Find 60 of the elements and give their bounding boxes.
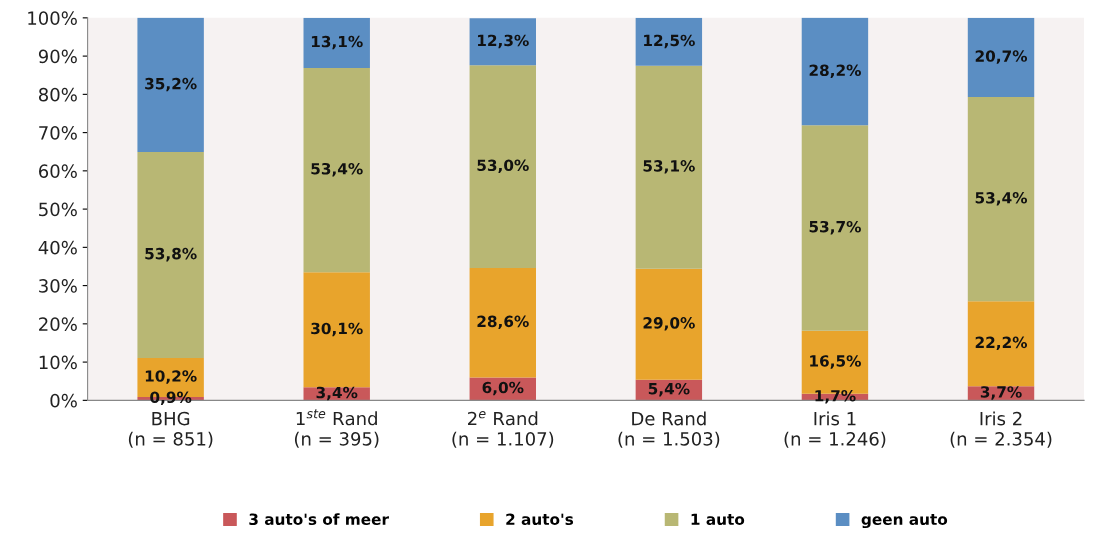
bar: [469, 65, 536, 268]
legend-label: 3 auto's of meer: [249, 513, 389, 526]
data-label: 3,7%: [980, 386, 1022, 400]
bar: [967, 17, 1035, 98]
y-tick-label: 90%: [38, 49, 77, 64]
bar: [801, 17, 869, 126]
data-label: 3,4%: [316, 386, 358, 401]
bar: [469, 268, 536, 378]
y-tick-label: 20%: [39, 317, 77, 331]
data-label: 12,5%: [644, 34, 695, 49]
data-label: 6,0%: [482, 381, 524, 396]
bar: [137, 152, 204, 358]
data-label: 5,4%: [648, 382, 690, 397]
data-label: 20,7%: [975, 50, 1028, 64]
data-label: 28,2%: [809, 64, 861, 78]
data-label: 29,0%: [643, 317, 695, 331]
bar: [635, 65, 703, 269]
legend-label: 2 auto's: [506, 513, 574, 526]
data-label: 53,4%: [975, 192, 1028, 206]
data-label: 12,3%: [478, 34, 529, 49]
bar: [801, 125, 869, 331]
bar: [967, 97, 1035, 302]
data-label: 53,7%: [809, 220, 861, 235]
data-label: 28,6%: [477, 315, 529, 330]
x-tick-label: BHG (n = 851): [128, 411, 213, 448]
data-label: 10,2%: [145, 370, 197, 384]
data-label: 53,1%: [643, 160, 695, 174]
data-label: 13,1%: [311, 35, 363, 50]
y-tick-label: 80%: [38, 87, 77, 102]
data-label: 53,8%: [145, 247, 197, 262]
y-tick-label: 0%: [50, 393, 77, 408]
data-label: 22,2%: [975, 336, 1028, 351]
data-label: 35,2%: [145, 77, 197, 92]
bar: [967, 301, 1035, 387]
data-label: 16,5%: [810, 355, 861, 369]
bar: [137, 17, 204, 153]
y-tick-label: 10%: [39, 355, 77, 370]
bar: [635, 17, 703, 66]
x-tick-label: De Rand (n = 1.503): [618, 411, 720, 448]
y-tick-label: 30%: [39, 279, 77, 293]
data-label: 1,7%: [815, 389, 856, 404]
x-tick-label: Iris 2 (n = 2.354): [950, 411, 1052, 448]
bar: [303, 17, 370, 68]
y-tick-label: 50%: [39, 202, 77, 217]
y-tick-label: 40%: [38, 240, 77, 255]
legend-label: 1 auto: [691, 513, 745, 526]
legend-label: geen auto: [861, 514, 948, 529]
y-tick-label: 70%: [39, 126, 77, 140]
bar: [635, 268, 703, 380]
data-label: 30,1%: [311, 322, 363, 337]
bar: [303, 67, 370, 273]
x-tick-label: 1$^{ste}$ Rand (n = 395): [294, 409, 379, 448]
y-tick-label: 60%: [39, 164, 77, 178]
x-tick-label: Iris 1 (n = 1.246): [784, 411, 886, 448]
y-tick-label: 100%: [28, 11, 77, 25]
data-label: 53,0%: [477, 159, 529, 174]
bar: [469, 18, 536, 66]
x-tick-label: 2$^{e}$ Rand (n = 1.107): [452, 411, 554, 448]
data-label: 53,4%: [311, 162, 363, 177]
bar: [303, 272, 370, 388]
